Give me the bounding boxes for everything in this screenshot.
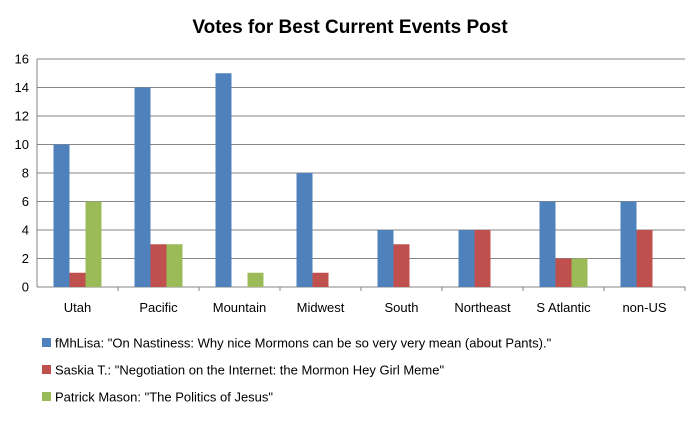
x-tick-label: South bbox=[385, 300, 419, 315]
bar-mountain-series-1 bbox=[215, 73, 232, 287]
y-tick-label: 12 bbox=[15, 109, 29, 124]
x-tick-label: Midwest bbox=[297, 300, 345, 315]
bar-s-atlantic-series-3 bbox=[571, 258, 588, 287]
bar-utah-series-2 bbox=[69, 272, 86, 287]
y-tick-labels: 0 2 4 6 8 10 12 14 16 bbox=[15, 52, 29, 295]
bar-pacific-series-1 bbox=[134, 87, 151, 287]
y-tick-label: 14 bbox=[15, 80, 29, 95]
y-tick-label: 0 bbox=[22, 280, 29, 295]
x-tick-label: Northeast bbox=[454, 300, 511, 315]
y-tick-label: 10 bbox=[15, 137, 29, 152]
bar-northeast-series-2 bbox=[474, 230, 491, 287]
bar-utah-series-1 bbox=[53, 144, 70, 287]
bar-utah-series-3 bbox=[85, 201, 102, 287]
x-tick-label: Utah bbox=[64, 300, 91, 315]
x-tick-labels: Utah Pacific Mountain Midwest South Northeast… bbox=[64, 300, 667, 315]
legend-label: Patrick Mason: "The Politics of Jesus" bbox=[55, 390, 273, 405]
bars bbox=[53, 73, 653, 287]
x-tick-label: S Atlantic bbox=[536, 300, 591, 315]
y-tick-label: 4 bbox=[22, 223, 29, 238]
legend: fMhLisa: "On Nastiness: Why nice Mormons… bbox=[42, 336, 552, 405]
bar-s-atlantic-series-1 bbox=[539, 201, 556, 287]
x-tick-label: Pacific bbox=[139, 300, 178, 315]
legend-swatch bbox=[42, 338, 51, 347]
bar-non-us-series-2 bbox=[636, 230, 653, 287]
bar-pacific-series-2 bbox=[150, 244, 167, 287]
legend-label: fMhLisa: "On Nastiness: Why nice Mormons… bbox=[55, 336, 552, 351]
legend-label: Saskia T.: "Negotiation on the Internet:… bbox=[55, 363, 444, 378]
y-tick-label: 8 bbox=[22, 166, 29, 181]
bar-midwest-series-1 bbox=[296, 173, 313, 287]
y-tick-label: 16 bbox=[15, 52, 29, 67]
y-tick-label: 2 bbox=[22, 251, 29, 266]
bar-midwest-series-2 bbox=[312, 272, 329, 287]
y-tick-label: 6 bbox=[22, 194, 29, 209]
bar-south-series-1 bbox=[377, 230, 394, 287]
bar-mountain-series-3 bbox=[247, 272, 264, 287]
legend-swatch bbox=[42, 365, 51, 374]
bar-s-atlantic-series-2 bbox=[555, 258, 572, 287]
chart-title: Votes for Best Current Events Post bbox=[192, 17, 508, 38]
legend-swatch bbox=[42, 392, 51, 401]
x-tick-label: non-US bbox=[622, 300, 666, 315]
axes bbox=[36, 59, 686, 291]
x-tick-label: Mountain bbox=[213, 300, 266, 315]
bar-northeast-series-1 bbox=[458, 230, 475, 287]
gridlines bbox=[37, 58, 685, 259]
bar-pacific-series-3 bbox=[166, 244, 183, 287]
bar-south-series-2 bbox=[393, 244, 410, 287]
bar-non-us-series-1 bbox=[620, 201, 637, 287]
